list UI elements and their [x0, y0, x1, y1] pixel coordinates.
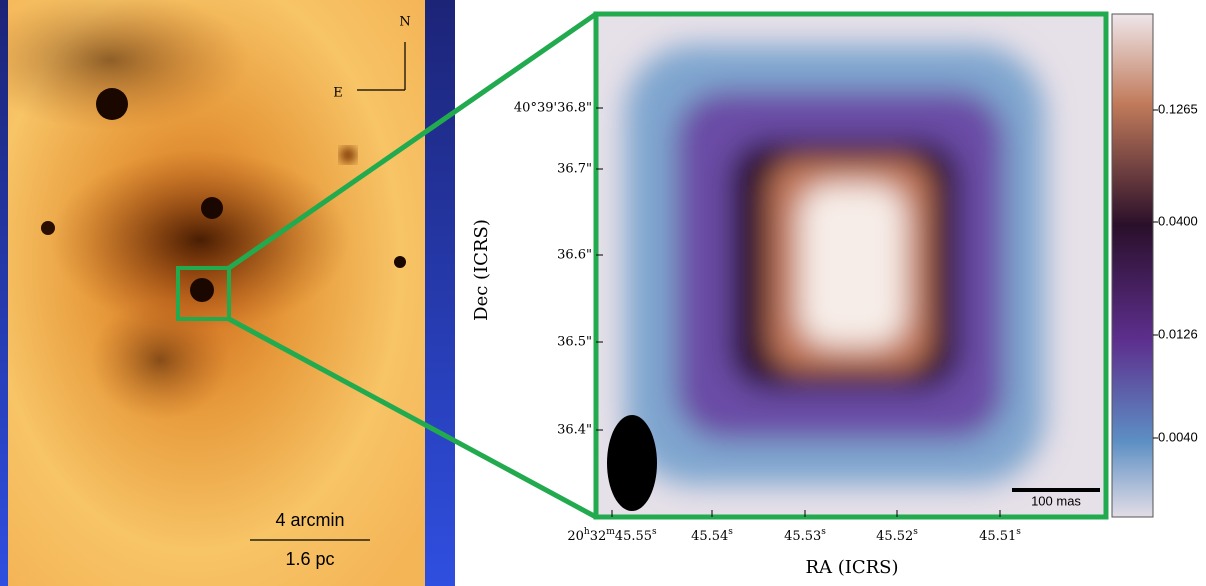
x-tick-label: 45.53s	[784, 527, 826, 544]
scale-label: 100 mas	[1031, 493, 1081, 508]
scale-label: 1.6 pc	[285, 549, 334, 569]
zoom-image	[596, 14, 1106, 517]
colorbar-tick-label: 0.1265	[1158, 101, 1198, 116]
colorbar-tick-label: 0.0400	[1158, 213, 1198, 228]
colorbar-tick-label: 0.0126	[1158, 326, 1198, 341]
x-tick-label: 45.51s	[979, 527, 1021, 544]
y-tick-label: 36.7"	[557, 162, 592, 177]
y-tick-label: 36.6"	[557, 248, 592, 263]
x-tick-label: 45.52s	[876, 527, 918, 544]
compass-east: E	[333, 86, 343, 101]
y-tick-label: 36.4"	[557, 423, 592, 438]
nebula-image	[0, 0, 425, 586]
y-axis-label: Dec (ICRS)	[471, 219, 492, 321]
figure: N E 4 arcmin 1.6 pc 100 mas Dec (ICRS) R…	[0, 0, 1206, 586]
scale-label: 4 arcmin	[275, 510, 344, 530]
x-tick-label: 45.54s	[691, 527, 733, 544]
y-tick-label: 36.5"	[557, 335, 592, 350]
y-tick-label: 40°39'36.8"	[514, 101, 592, 116]
x-axis-label: RA (ICRS)	[805, 557, 898, 578]
colorbar	[1112, 14, 1153, 517]
compass-north: N	[399, 15, 410, 30]
colorbar-tick-label: 0.0040	[1158, 429, 1198, 444]
